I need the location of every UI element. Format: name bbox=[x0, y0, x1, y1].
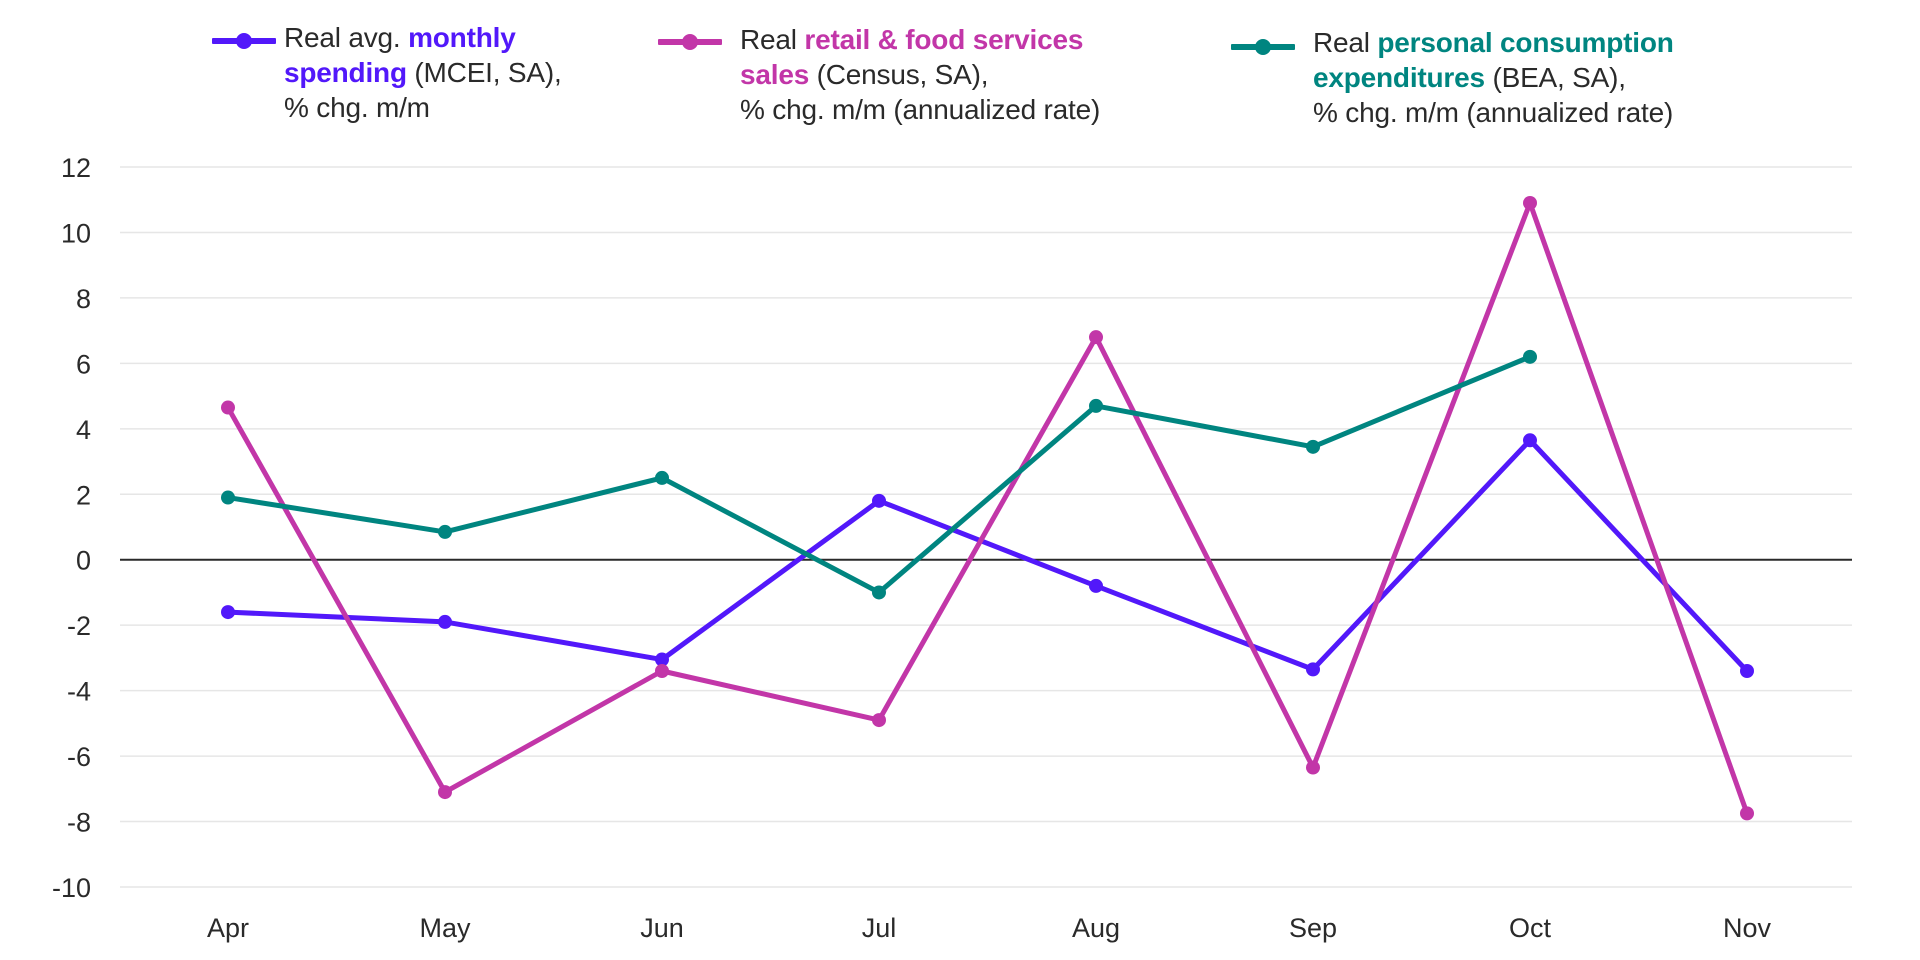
data-point bbox=[1523, 196, 1537, 210]
x-tick-label: Apr bbox=[207, 913, 249, 943]
y-tick-label: 8 bbox=[76, 284, 91, 314]
legend-text-prefix: Real bbox=[1313, 27, 1378, 58]
y-tick-label: 12 bbox=[61, 153, 91, 183]
y-tick-label: 6 bbox=[76, 349, 91, 379]
data-point bbox=[438, 785, 452, 800]
x-tick-label: Aug bbox=[1072, 913, 1120, 943]
legend-text-prefix: Real bbox=[740, 24, 805, 55]
y-tick-label: -4 bbox=[67, 677, 91, 707]
legend-text-highlight: expenditures bbox=[1313, 62, 1485, 93]
data-point bbox=[1306, 760, 1320, 775]
data-point bbox=[655, 664, 669, 678]
data-point bbox=[1089, 398, 1103, 413]
legend-swatch-dot bbox=[1255, 39, 1271, 55]
data-point bbox=[1306, 439, 1320, 454]
legend-text-highlight: personal consumption bbox=[1377, 27, 1674, 58]
legend-text-source: (MCEI, SA), bbox=[406, 57, 562, 88]
data-point bbox=[1523, 349, 1537, 364]
legend-text-prefix: Real avg. bbox=[284, 22, 409, 53]
legend-text-unit: % chg. m/m (annualized rate) bbox=[1313, 97, 1674, 128]
legend-line-marker-icon bbox=[658, 34, 722, 50]
series-1 bbox=[221, 196, 1754, 821]
x-axis-ticks: Apr May Jun Jul Aug Sep Oct Nov bbox=[207, 913, 1772, 943]
legend-text-unit: % chg. m/m (annualized rate) bbox=[740, 94, 1101, 125]
legend-line-marker-icon bbox=[1231, 39, 1295, 55]
x-tick-label: May bbox=[419, 913, 471, 943]
series-0 bbox=[221, 433, 1754, 678]
legend-label: Real retail & food services sales (Censu… bbox=[740, 22, 1100, 127]
legend-text-highlight: sales bbox=[740, 59, 810, 90]
y-tick-label: 4 bbox=[76, 415, 91, 445]
legend-text-unit: % chg. m/m bbox=[284, 92, 430, 123]
data-point bbox=[438, 524, 452, 539]
data-point bbox=[1089, 578, 1103, 593]
data-point bbox=[1740, 664, 1754, 678]
x-tick-label: Nov bbox=[1723, 913, 1772, 943]
legend-text-source: (BEA, SA), bbox=[1484, 62, 1626, 93]
y-tick-label: 2 bbox=[76, 480, 91, 510]
data-point bbox=[872, 713, 886, 728]
legend-swatch-dot bbox=[682, 34, 698, 50]
y-axis-ticks: 12 10 8 6 4 2 0 -2 -4 -6 -8 -10 bbox=[52, 153, 91, 903]
legend-text-highlight: retail & food services bbox=[804, 24, 1084, 55]
y-tick-label: 0 bbox=[76, 546, 91, 576]
x-tick-label: Sep bbox=[1289, 913, 1337, 943]
y-tick-label: -8 bbox=[67, 808, 91, 838]
data-point bbox=[438, 614, 452, 629]
gridlines bbox=[120, 166, 1852, 888]
data-point bbox=[221, 605, 235, 620]
data-point bbox=[1740, 806, 1754, 821]
x-tick-label: Jul bbox=[862, 913, 897, 943]
series-line bbox=[225, 200, 1750, 816]
data-point bbox=[1089, 330, 1103, 345]
legend-line-marker-icon bbox=[212, 33, 276, 49]
legend-label: Real avg. monthly spending (MCEI, SA), %… bbox=[284, 20, 562, 125]
series-group bbox=[221, 196, 1754, 821]
y-tick-label: -2 bbox=[67, 611, 91, 641]
data-point bbox=[655, 652, 669, 667]
data-point bbox=[1523, 433, 1537, 448]
data-point bbox=[221, 400, 235, 415]
legend-text-source: (Census, SA), bbox=[809, 59, 989, 90]
legend-swatch-dot bbox=[236, 33, 252, 49]
series-line bbox=[225, 437, 1750, 674]
series-2 bbox=[221, 349, 1537, 600]
data-point bbox=[872, 493, 886, 508]
data-point bbox=[1306, 662, 1320, 677]
series-line bbox=[225, 354, 1533, 595]
data-point bbox=[655, 470, 669, 485]
y-tick-label: -10 bbox=[52, 873, 91, 903]
y-tick-label: 10 bbox=[61, 218, 91, 248]
x-tick-label: Oct bbox=[1509, 913, 1552, 943]
data-point bbox=[872, 585, 886, 600]
legend-label: Real personal consumption expenditures (… bbox=[1313, 25, 1674, 130]
data-point bbox=[221, 490, 235, 505]
legend-text-highlight: monthly bbox=[408, 22, 516, 53]
x-tick-label: Jun bbox=[640, 913, 684, 943]
legend-text-highlight: spending bbox=[284, 57, 407, 88]
y-tick-label: -6 bbox=[67, 742, 91, 772]
